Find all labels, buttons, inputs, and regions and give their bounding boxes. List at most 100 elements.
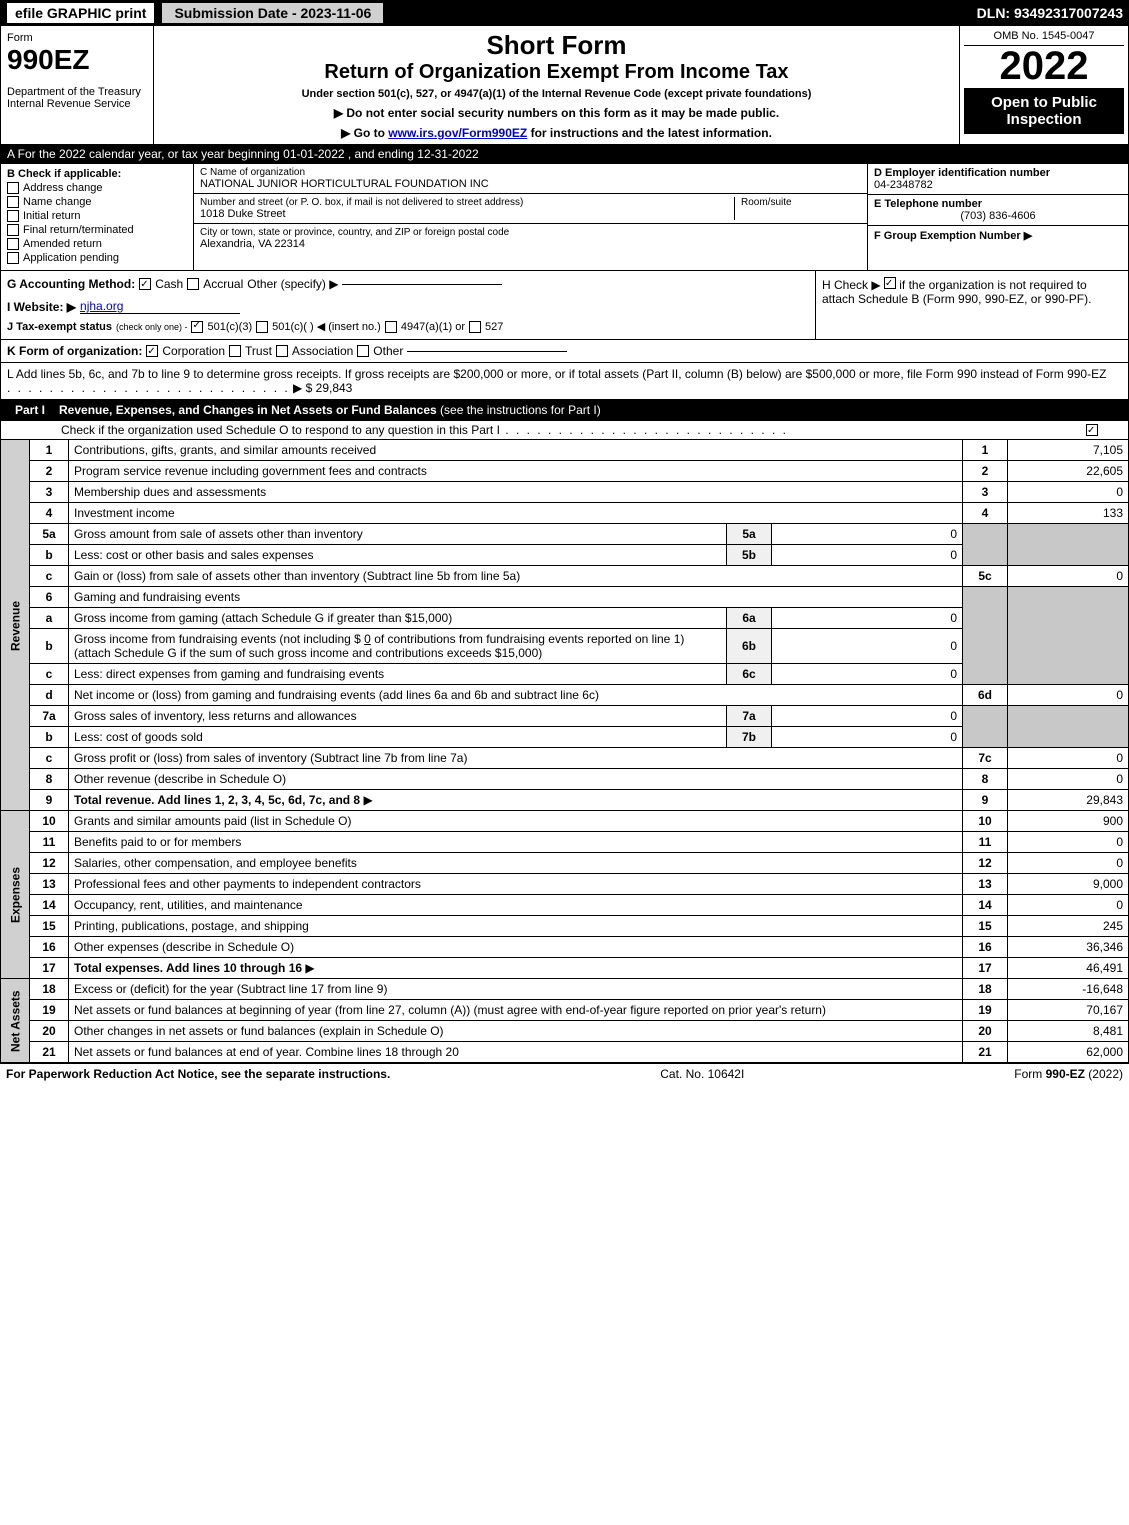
l15-val: 245	[1008, 916, 1129, 937]
l5b-ibox: 5b	[727, 545, 772, 566]
l10-desc: Grants and similar amounts paid (list in…	[74, 814, 351, 828]
l19-num: 19	[30, 1000, 69, 1021]
chk-schedule-b[interactable]	[884, 277, 896, 289]
group-exemption-label: F Group Exemption Number ▶	[874, 229, 1122, 242]
l11-num: 11	[30, 832, 69, 853]
chk-schedule-o-part1[interactable]	[1086, 424, 1098, 436]
l1-val: 7,105	[1008, 440, 1129, 461]
l11-box: 11	[963, 832, 1008, 853]
chk-association[interactable]	[276, 345, 288, 357]
footer-right-pre: Form	[1014, 1067, 1045, 1081]
goto-post: for instructions and the latest informat…	[527, 126, 772, 140]
lbl-amended-return: Amended return	[23, 238, 102, 250]
l5b-desc: Less: cost or other basis and sales expe…	[74, 548, 313, 562]
part-1-sub-text: Check if the organization used Schedule …	[61, 423, 500, 437]
l6a-ibox: 6a	[727, 608, 772, 629]
warning-ssn: ▶ Do not enter social security numbers o…	[164, 106, 949, 120]
l1-num: 1	[30, 440, 69, 461]
row-a-tax-year: A For the 2022 calendar year, or tax yea…	[0, 145, 1129, 164]
l7c-num: c	[30, 748, 69, 769]
l7b-num: b	[30, 727, 69, 748]
part-1-header: Part I Revenue, Expenses, and Changes in…	[0, 400, 1129, 421]
website-link[interactable]: njha.org	[80, 299, 240, 314]
tax-exempt-label: J Tax-exempt status	[7, 321, 112, 333]
l14-desc: Occupancy, rent, utilities, and maintena…	[74, 898, 303, 912]
chk-final-return[interactable]	[7, 224, 19, 236]
l20-num: 20	[30, 1021, 69, 1042]
l12-box: 12	[963, 853, 1008, 874]
l5c-val: 0	[1008, 566, 1129, 587]
lbl-trust: Trust	[245, 344, 272, 358]
l10-box: 10	[963, 811, 1008, 832]
l16-num: 16	[30, 937, 69, 958]
l17-box: 17	[963, 958, 1008, 979]
l17-num: 17	[30, 958, 69, 979]
irs-link[interactable]: www.irs.gov/Form990EZ	[388, 126, 527, 140]
title-short-form: Short Form	[164, 30, 949, 61]
row-l-amount: 29,843	[316, 381, 353, 395]
efile-print-button[interactable]: efile GRAPHIC print	[6, 2, 155, 24]
l14-box: 14	[963, 895, 1008, 916]
l2-val: 22,605	[1008, 461, 1129, 482]
side-net-assets: Net Assets	[1, 979, 30, 1063]
lbl-name-change: Name change	[23, 196, 92, 208]
l12-val: 0	[1008, 853, 1129, 874]
l11-val: 0	[1008, 832, 1129, 853]
lbl-other-specify: Other (specify) ▶	[247, 277, 338, 291]
chk-527[interactable]	[469, 321, 481, 333]
l5a-desc: Gross amount from sale of assets other t…	[74, 527, 363, 541]
chk-corporation[interactable]	[146, 345, 158, 357]
l9-desc: Total revenue. Add lines 1, 2, 3, 4, 5c,…	[74, 793, 360, 807]
l21-desc: Net assets or fund balances at end of ye…	[74, 1045, 459, 1059]
chk-501c3[interactable]	[191, 321, 203, 333]
chk-address-change[interactable]	[7, 182, 19, 194]
lbl-initial-return: Initial return	[23, 210, 80, 222]
chk-initial-return[interactable]	[7, 210, 19, 222]
l7a-num: 7a	[30, 706, 69, 727]
chk-cash[interactable]	[139, 278, 151, 290]
l16-desc: Other expenses (describe in Schedule O)	[74, 940, 294, 954]
l2-num: 2	[30, 461, 69, 482]
form-number: 990EZ	[7, 44, 147, 76]
chk-501c[interactable]	[256, 321, 268, 333]
chk-other-org[interactable]	[357, 345, 369, 357]
top-bar: efile GRAPHIC print Submission Date - 20…	[0, 0, 1129, 26]
chk-accrual[interactable]	[187, 278, 199, 290]
l4-num: 4	[30, 503, 69, 524]
l11-desc: Benefits paid to or for members	[74, 835, 241, 849]
row-l-text: L Add lines 5b, 6c, and 7b to line 9 to …	[7, 367, 1106, 381]
side-revenue: Revenue	[1, 440, 30, 811]
open-to-public: Open to Public Inspection	[964, 88, 1124, 134]
h-check-pre: H Check ▶	[822, 278, 884, 292]
chk-name-change[interactable]	[7, 196, 19, 208]
l14-num: 14	[30, 895, 69, 916]
l6c-desc: Less: direct expenses from gaming and fu…	[74, 667, 384, 681]
l5c-desc: Gain or (loss) from sale of assets other…	[74, 569, 520, 583]
chk-trust[interactable]	[229, 345, 241, 357]
l5c-num: c	[30, 566, 69, 587]
l3-val: 0	[1008, 482, 1129, 503]
l6d-box: 6d	[963, 685, 1008, 706]
chk-application-pending[interactable]	[7, 252, 19, 264]
part-1-label: Part I	[9, 403, 51, 417]
chk-amended-return[interactable]	[7, 238, 19, 250]
lbl-corporation: Corporation	[162, 344, 225, 358]
chk-4947[interactable]	[385, 321, 397, 333]
l6d-num: d	[30, 685, 69, 706]
l18-desc: Excess or (deficit) for the year (Subtra…	[74, 982, 387, 996]
l20-desc: Other changes in net assets or fund bala…	[74, 1024, 444, 1038]
l21-box: 21	[963, 1042, 1008, 1063]
l18-num: 18	[30, 979, 69, 1000]
l17-desc: Total expenses. Add lines 10 through 16	[74, 961, 302, 975]
phone-label: E Telephone number	[874, 198, 1122, 210]
l6-num: 6	[30, 587, 69, 608]
l5b-num: b	[30, 545, 69, 566]
ein-label: D Employer identification number	[874, 167, 1122, 179]
dln: DLN: 93492317007243	[977, 5, 1123, 21]
l9-box: 9	[963, 790, 1008, 811]
l6c-num: c	[30, 664, 69, 685]
lbl-cash: Cash	[155, 277, 183, 291]
l19-val: 70,167	[1008, 1000, 1129, 1021]
footer-right-post: (2022)	[1085, 1067, 1123, 1081]
section-b-label: B Check if applicable:	[7, 168, 187, 180]
